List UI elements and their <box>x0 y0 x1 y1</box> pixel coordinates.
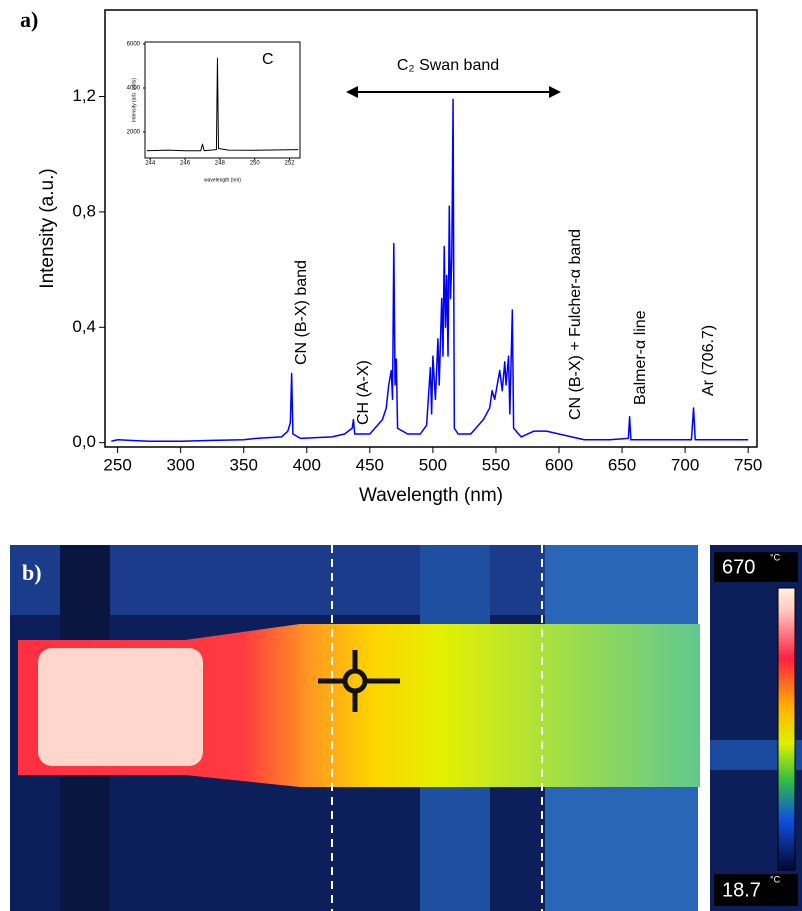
x-axis-label: Wavelength (nm) <box>359 485 503 506</box>
label-box <box>714 874 798 906</box>
x-axis-label: wavelength (nm) <box>204 177 241 183</box>
x-tick-label: 700 <box>671 456 699 475</box>
annotation: C <box>262 51 274 68</box>
axis-frame <box>104 9 758 448</box>
x-tick-label: 550 <box>482 456 510 475</box>
x-tick-label: 350 <box>230 456 258 475</box>
y-tick-label: 4000 <box>127 86 141 92</box>
x-tick-label: 650 <box>608 456 636 475</box>
x-tick-label: 246 <box>180 161 191 167</box>
x-tick-label: 248 <box>215 161 226 167</box>
hot-core <box>38 648 203 766</box>
x-tick-label: 250 <box>250 161 261 167</box>
x-tick-label: 400 <box>293 456 321 475</box>
spectrum-line <box>111 98 749 442</box>
label-box <box>714 552 798 582</box>
axis-frame <box>144 41 301 159</box>
x-tick-label: 300 <box>166 456 194 475</box>
annotation: Balmer-α line <box>632 310 649 405</box>
x-tick-label: 450 <box>356 456 384 475</box>
y-tick-label: 6000 <box>127 42 141 48</box>
x-tick-label: 252 <box>285 161 296 167</box>
y-tick-label: 0,0 <box>72 432 96 451</box>
annotation: C₂ Swan band <box>397 57 499 74</box>
x-tick-label: 750 <box>734 456 762 475</box>
y-tick-label: 0,4 <box>72 317 96 336</box>
x-tick-label: 500 <box>419 456 447 475</box>
annotation: Ar (706.7) <box>700 325 717 396</box>
annotation: CN (B-X) band <box>293 260 310 365</box>
color-bar <box>777 587 796 871</box>
panel-label: b) <box>22 560 42 585</box>
x-tick-label: 244 <box>145 161 156 167</box>
scale-max: 670 <box>722 556 755 578</box>
inset-box <box>145 42 300 158</box>
x-tick-label: 250 <box>103 456 131 475</box>
y-tick-label: 0,8 <box>72 201 96 220</box>
scale-min: 18.7 <box>722 879 761 901</box>
thermal-image: b) 670 °C 18.7 °C <box>10 545 802 911</box>
y-tick-label: 2000 <box>127 130 141 136</box>
x-tick-label: 600 <box>545 456 573 475</box>
annotation: CH (A-X) <box>355 360 372 425</box>
spectrum-line <box>146 57 299 152</box>
annotation: CN (B-X) + Fulcher-α band <box>567 229 584 420</box>
y-axis-label: Intensity (arb. units) <box>131 78 137 122</box>
y-tick-label: 1,2 <box>72 86 96 105</box>
y-axis-label: Intensity (a.u.) <box>37 168 58 288</box>
unit: °C <box>770 874 781 884</box>
panel-label: a) <box>20 7 38 32</box>
unit: °C <box>770 552 781 562</box>
crosshair <box>318 650 400 712</box>
